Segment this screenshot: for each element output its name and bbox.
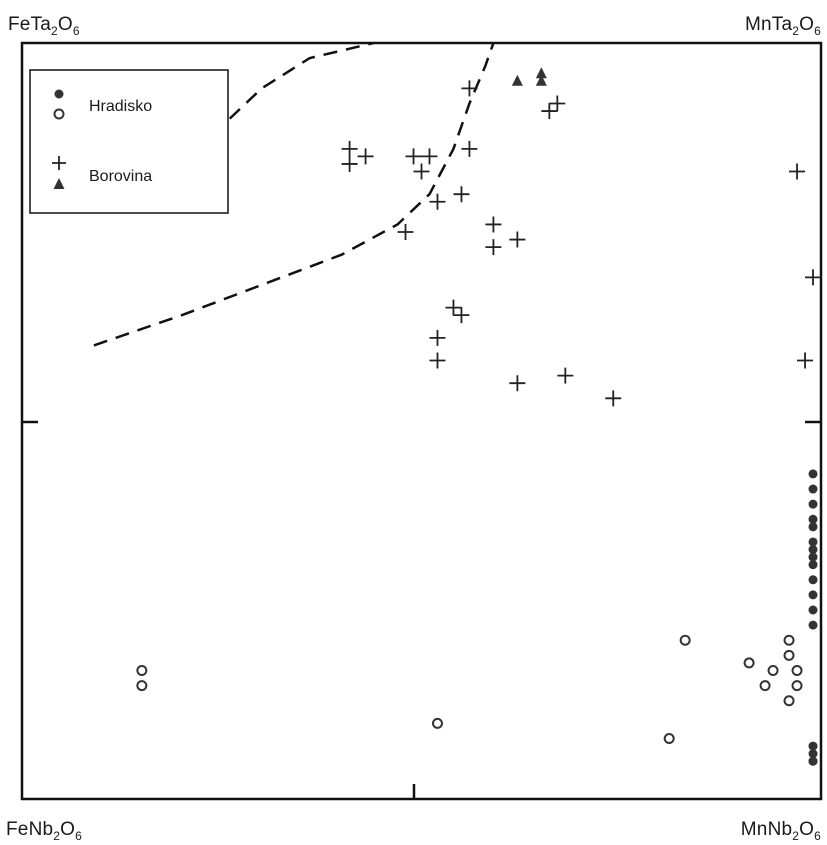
- data-point-hradisko-open-circle: [431, 717, 443, 729]
- data-point-borovina-triangle: [535, 67, 547, 79]
- data-point-borovina-cross: [453, 307, 470, 324]
- data-point-hradisko-filled-circle: [808, 552, 818, 562]
- data-point-hradisko-open-circle: [783, 634, 795, 646]
- data-point-hradisko-filled-circle: [808, 537, 818, 547]
- data-point-hradisko-filled-circle: [808, 605, 818, 615]
- data-point-borovina-triangle: [511, 74, 523, 86]
- data-point-borovina-cross: [549, 95, 566, 112]
- data-point-borovina-cross: [789, 163, 806, 180]
- data-point-hradisko-open-circle: [791, 664, 803, 676]
- data-point-hradisko-filled-circle: [808, 749, 818, 759]
- data-point-hradisko-filled-circle: [808, 545, 818, 555]
- data-point-borovina-cross: [509, 375, 526, 392]
- data-point-hradisko-filled-circle: [808, 756, 818, 766]
- data-point-hradisko-filled-circle: [808, 590, 818, 600]
- data-point-borovina-triangle: [535, 74, 547, 86]
- data-points: [136, 67, 822, 766]
- data-point-borovina-cross: [445, 299, 462, 316]
- data-point-hradisko-open-circle: [136, 664, 148, 676]
- data-point-borovina-cross: [453, 186, 470, 203]
- data-point-borovina-cross: [397, 224, 414, 240]
- data-point-hradisko-open-circle: [783, 649, 795, 661]
- data-point-borovina-cross: [421, 148, 438, 165]
- legend: Hradisko Borovina: [29, 69, 229, 214]
- data-point-hradisko-open-circle: [767, 664, 779, 676]
- corner-label-fetao: FeTa2O6: [8, 14, 80, 38]
- legend-cross: [52, 156, 66, 170]
- data-point-hradisko-open-circle: [783, 695, 795, 707]
- data-point-borovina-cross: [429, 329, 446, 346]
- data-point-hradisko-open-circle: [743, 657, 755, 669]
- data-point-borovina-cross: [429, 352, 446, 369]
- data-point-borovina-cross: [605, 390, 622, 407]
- legend-label-borovina: Borovina: [89, 168, 152, 185]
- data-point-hradisko-filled-circle: [808, 575, 818, 585]
- boundary-curve-1: [93, 42, 495, 347]
- corner-label-mnnbo: MnNb2O6: [740, 819, 821, 843]
- data-point-borovina-cross: [461, 140, 478, 157]
- data-point-borovina-cross: [429, 193, 446, 210]
- legend-filled-circle: [54, 89, 64, 99]
- legend-open-circle: [53, 108, 65, 120]
- data-point-hradisko-open-circle: [136, 680, 148, 692]
- data-point-hradisko-open-circle: [663, 733, 675, 745]
- data-point-borovina-cross: [541, 103, 558, 120]
- data-point-hradisko-filled-circle: [808, 560, 818, 570]
- data-point-borovina-cross: [405, 148, 422, 165]
- data-point-borovina-cross: [341, 155, 358, 172]
- data-point-borovina-cross: [797, 352, 814, 369]
- data-point-hradisko-filled-circle: [808, 484, 818, 494]
- legend-label-hradisko: Hradisko: [89, 98, 152, 115]
- data-point-hradisko-filled-circle: [808, 469, 818, 479]
- data-point-hradisko-open-circle: [759, 680, 771, 692]
- data-point-borovina-cross: [341, 140, 358, 157]
- data-point-hradisko-filled-circle: [808, 620, 818, 630]
- data-point-borovina-cross: [805, 269, 822, 286]
- data-point-hradisko-open-circle: [791, 680, 803, 692]
- data-point-borovina-cross: [485, 239, 502, 256]
- data-point-hradisko-filled-circle: [808, 499, 818, 509]
- data-point-hradisko-open-circle: [679, 634, 691, 646]
- data-point-hradisko-filled-circle: [808, 514, 818, 524]
- data-point-borovina-cross: [357, 148, 374, 165]
- data-point-borovina-cross: [413, 163, 430, 180]
- legend-triangle: [53, 178, 65, 189]
- data-point-borovina-cross: [461, 80, 478, 97]
- data-point-hradisko-filled-circle: [808, 741, 818, 751]
- corner-label-mntao: MnTa2O6: [745, 14, 821, 38]
- data-point-borovina-cross: [485, 216, 502, 233]
- corner-label-fenbo: FeNb2O6: [6, 819, 82, 843]
- legend-box: [29, 69, 229, 214]
- data-point-borovina-cross: [509, 231, 526, 248]
- data-point-hradisko-filled-circle: [808, 522, 818, 532]
- boundary-curve-2: [228, 41, 374, 120]
- boundary-curves: [93, 41, 495, 347]
- data-point-borovina-cross: [557, 367, 574, 384]
